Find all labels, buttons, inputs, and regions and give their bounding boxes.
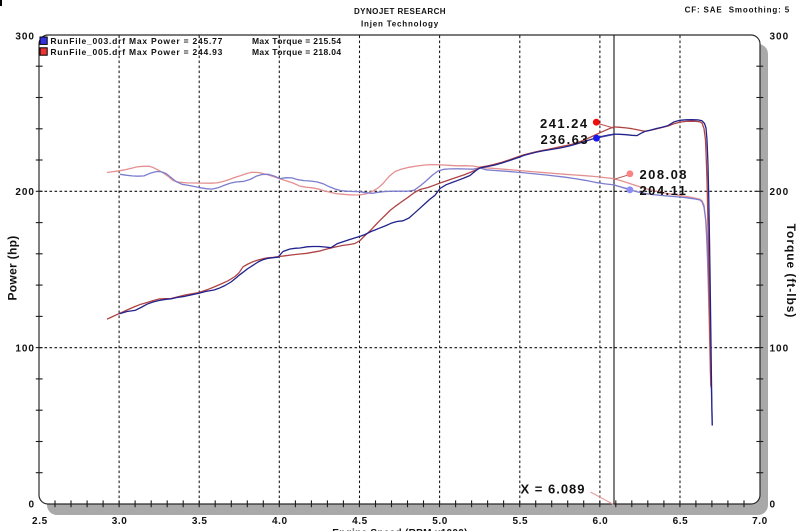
svg-text:100: 100 — [15, 343, 35, 354]
svg-text:X = 6.089: X = 6.089 — [521, 481, 586, 496]
svg-text:208.08: 208.08 — [640, 167, 688, 182]
svg-text:CF: SAE Smoothing: 5: CF: SAE Smoothing: 5 — [685, 6, 790, 15]
svg-text:6.5: 6.5 — [673, 516, 689, 527]
svg-text:4.5: 4.5 — [352, 516, 368, 527]
svg-text:200: 200 — [770, 187, 790, 198]
svg-text:236.63: 236.63 — [541, 132, 589, 147]
svg-text:300: 300 — [15, 32, 35, 43]
svg-text:RunFile_005.drf Max Power = 24: RunFile_005.drf Max Power = 244.93 — [50, 47, 223, 57]
svg-text:4.0: 4.0 — [272, 516, 288, 527]
svg-text:Max Torque = 218.04: Max Torque = 218.04 — [252, 47, 341, 57]
svg-text:3.0: 3.0 — [112, 516, 128, 527]
svg-text:200: 200 — [15, 187, 35, 198]
svg-text:2.5: 2.5 — [32, 516, 48, 527]
svg-text:204.11: 204.11 — [640, 183, 688, 198]
svg-text:5.5: 5.5 — [512, 516, 528, 527]
svg-text:RunFile_003.drf Max Power = 24: RunFile_003.drf Max Power = 245.77 — [50, 36, 223, 46]
svg-text:DYNOJET RESEARCH: DYNOJET RESEARCH — [354, 7, 446, 16]
svg-text:241.24: 241.24 — [540, 116, 588, 131]
svg-text:7.0: 7.0 — [752, 516, 768, 527]
svg-text:Power (hp): Power (hp) — [6, 236, 20, 301]
svg-text:100: 100 — [770, 343, 790, 354]
svg-text:300: 300 — [770, 32, 790, 43]
svg-text:Torque (ft-lbs): Torque (ft-lbs) — [784, 224, 798, 319]
svg-text:Injen Technology: Injen Technology — [361, 20, 439, 29]
svg-text:Engine Speed (RPM x1000): Engine Speed (RPM x1000) — [332, 528, 468, 531]
svg-text:0: 0 — [28, 500, 35, 511]
svg-text:Max Torque = 215.54: Max Torque = 215.54 — [252, 36, 341, 46]
svg-text:6.0: 6.0 — [593, 516, 609, 527]
svg-text:5.0: 5.0 — [432, 516, 448, 527]
svg-text:3.5: 3.5 — [192, 516, 208, 527]
svg-text:0: 0 — [770, 500, 777, 511]
